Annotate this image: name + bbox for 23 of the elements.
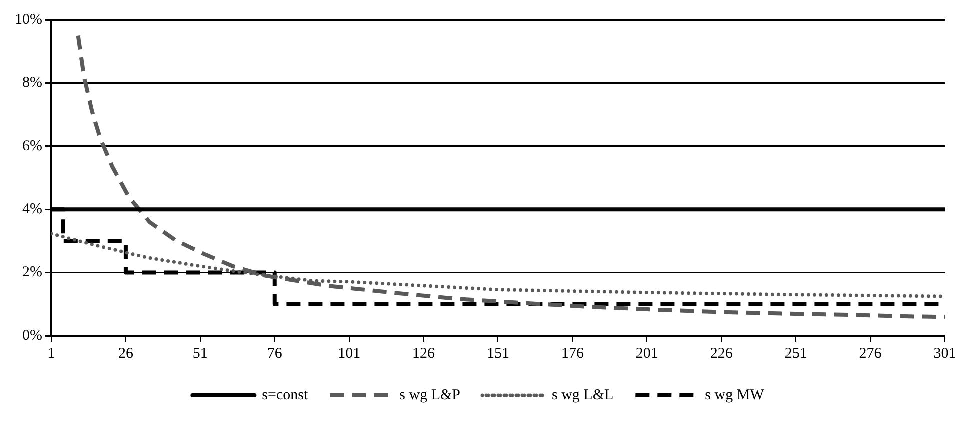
y-tick-label: 10%	[14, 12, 42, 28]
x-tick-label: 51	[192, 346, 208, 362]
y-tick-label: 0%	[22, 328, 42, 344]
x-tick-label: 201	[636, 346, 658, 362]
x-tick-label: 151	[487, 346, 510, 362]
legend-label: s=const	[262, 387, 309, 404]
x-tick-label: 251	[784, 346, 808, 362]
y-tick-label: 6%	[22, 138, 42, 154]
legend-label: s wg L&P	[400, 387, 460, 404]
legend-label: s wg L&L	[552, 387, 614, 404]
x-tick-label: 226	[710, 346, 734, 362]
x-tick-label: 301	[934, 346, 956, 362]
x-tick-label: 126	[412, 346, 436, 362]
legend-label: s wg MW	[705, 387, 766, 404]
x-tick-label: 276	[859, 346, 882, 362]
y-tick-label: 2%	[22, 264, 42, 281]
x-tick-label: 76	[267, 346, 283, 362]
x-tick-label: 101	[338, 346, 361, 362]
x-tick-label: 176	[561, 346, 584, 362]
x-tick-label: 26	[118, 346, 134, 362]
y-tick-label: 4%	[22, 202, 42, 218]
x-tick-label: 1	[48, 346, 56, 362]
y-tick-label: 8%	[22, 75, 42, 92]
